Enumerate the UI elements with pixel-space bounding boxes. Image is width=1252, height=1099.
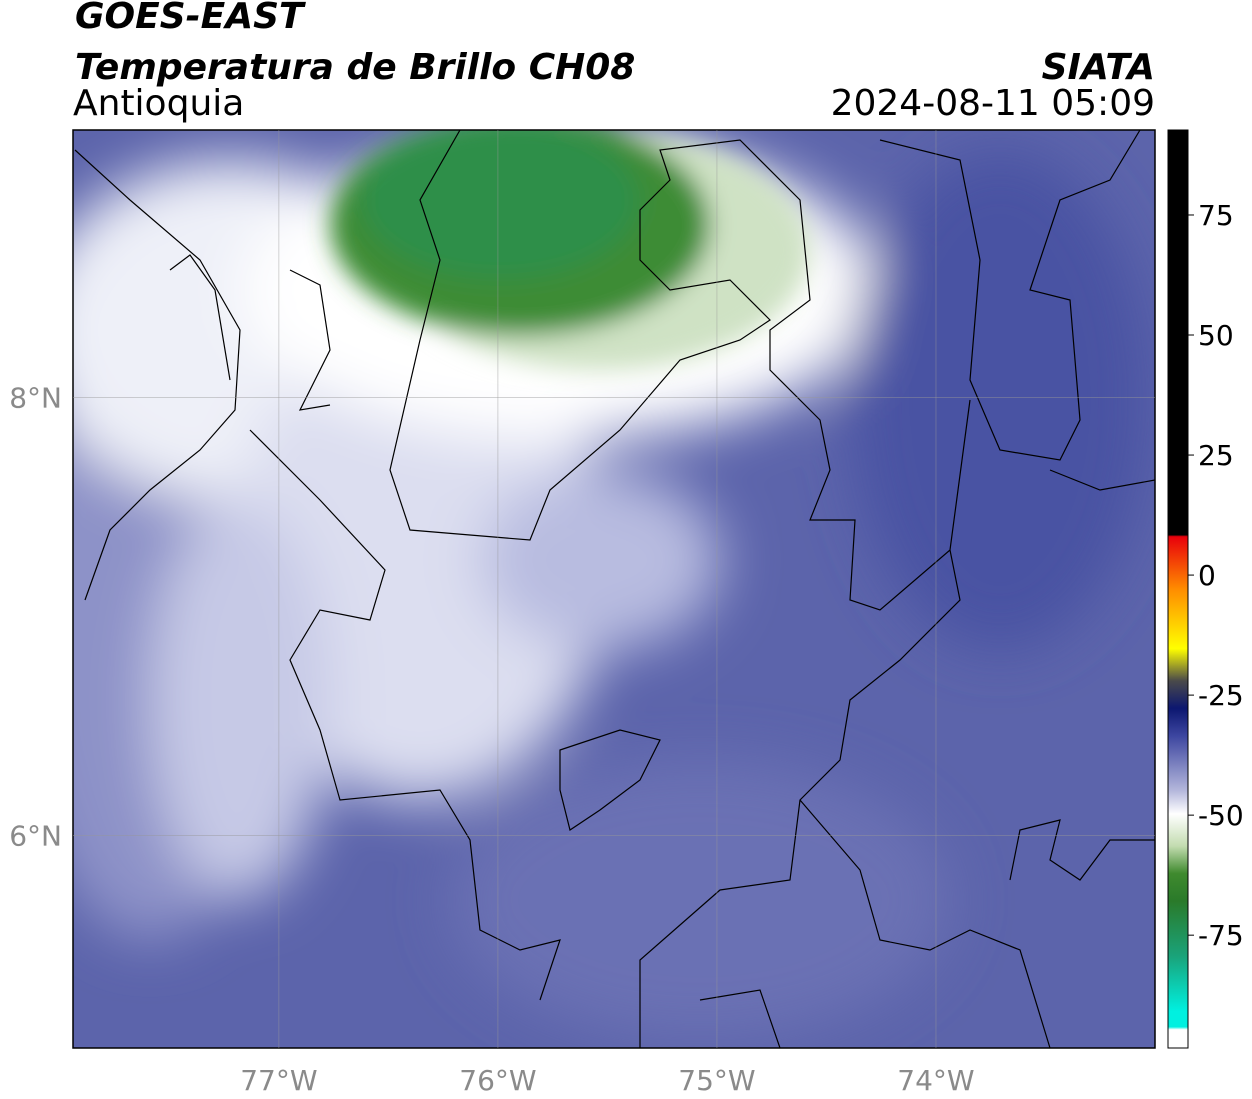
y-tick-label: 8°N: [9, 381, 62, 414]
colorbar: [1167, 129, 1189, 1049]
x-tick-label: 74°W: [897, 1064, 974, 1097]
source: SIATA: [1042, 47, 1155, 88]
x-tick-label: 77°W: [240, 1064, 317, 1097]
colorbar-tick-label: 25: [1198, 439, 1234, 472]
colorbar-tick-label: -50: [1198, 799, 1244, 832]
colorbar-tick-label: 75: [1198, 199, 1234, 232]
datetime: 2024-08-11 05:09: [831, 83, 1155, 124]
colorbar-tick-label: 0: [1198, 559, 1216, 592]
map-frame: [72, 129, 1156, 1049]
map-image: [73, 130, 1155, 1048]
x-tick-label: 75°W: [678, 1064, 755, 1097]
x-tick-label: 76°W: [459, 1064, 536, 1097]
colorbar-tick-label: -75: [1198, 919, 1244, 952]
colorbar-tick-label: -25: [1198, 679, 1244, 712]
subtitle: Temperatura de Brillo CH08: [75, 47, 635, 88]
title: GOES-EAST: [75, 0, 306, 37]
colorbar-tick-label: 50: [1198, 319, 1234, 352]
y-tick-label: 6°N: [9, 819, 62, 852]
region: Antioquia: [73, 83, 244, 124]
